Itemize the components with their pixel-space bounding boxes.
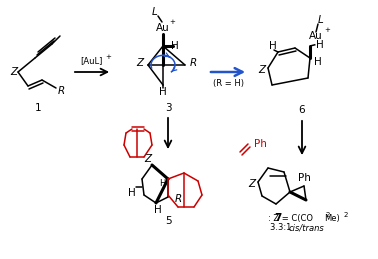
Text: R: R [189, 58, 197, 68]
Text: 2: 2 [326, 212, 330, 218]
Text: Z: Z [11, 67, 17, 77]
Text: +: + [105, 54, 111, 60]
Text: +: + [324, 27, 330, 33]
Text: H: H [171, 41, 179, 51]
Text: Me): Me) [324, 213, 340, 222]
Text: 3: 3 [165, 103, 171, 113]
Text: Z: Z [136, 58, 144, 68]
Text: Au: Au [309, 31, 323, 41]
Text: 1: 1 [35, 103, 41, 113]
Text: H: H [314, 57, 322, 67]
Text: Z: Z [248, 179, 256, 189]
Text: H: H [154, 205, 162, 215]
Text: H: H [159, 178, 165, 188]
Text: [AuL]: [AuL] [80, 56, 102, 66]
Text: L: L [318, 15, 324, 25]
Text: 2: 2 [344, 212, 348, 218]
Text: R: R [57, 86, 65, 96]
Text: Au: Au [156, 23, 170, 33]
Text: H: H [269, 41, 277, 51]
Text: 5: 5 [165, 216, 171, 226]
Text: H: H [128, 188, 136, 198]
Text: Z: Z [259, 65, 266, 75]
Text: H: H [316, 40, 324, 50]
Text: Ph: Ph [297, 173, 310, 183]
Text: 3.3:1: 3.3:1 [270, 224, 294, 233]
Text: Ph: Ph [254, 139, 266, 149]
Text: (R = H): (R = H) [212, 78, 243, 88]
Text: R: R [174, 194, 181, 204]
Text: H: H [159, 87, 167, 97]
Text: +: + [169, 19, 175, 25]
Text: cis/trans: cis/trans [288, 224, 324, 233]
Text: 6: 6 [299, 105, 305, 115]
Text: Z: Z [144, 154, 152, 164]
Text: : Z = C(CO: : Z = C(CO [268, 213, 313, 222]
Text: L: L [152, 7, 158, 17]
Text: 7: 7 [274, 213, 282, 223]
